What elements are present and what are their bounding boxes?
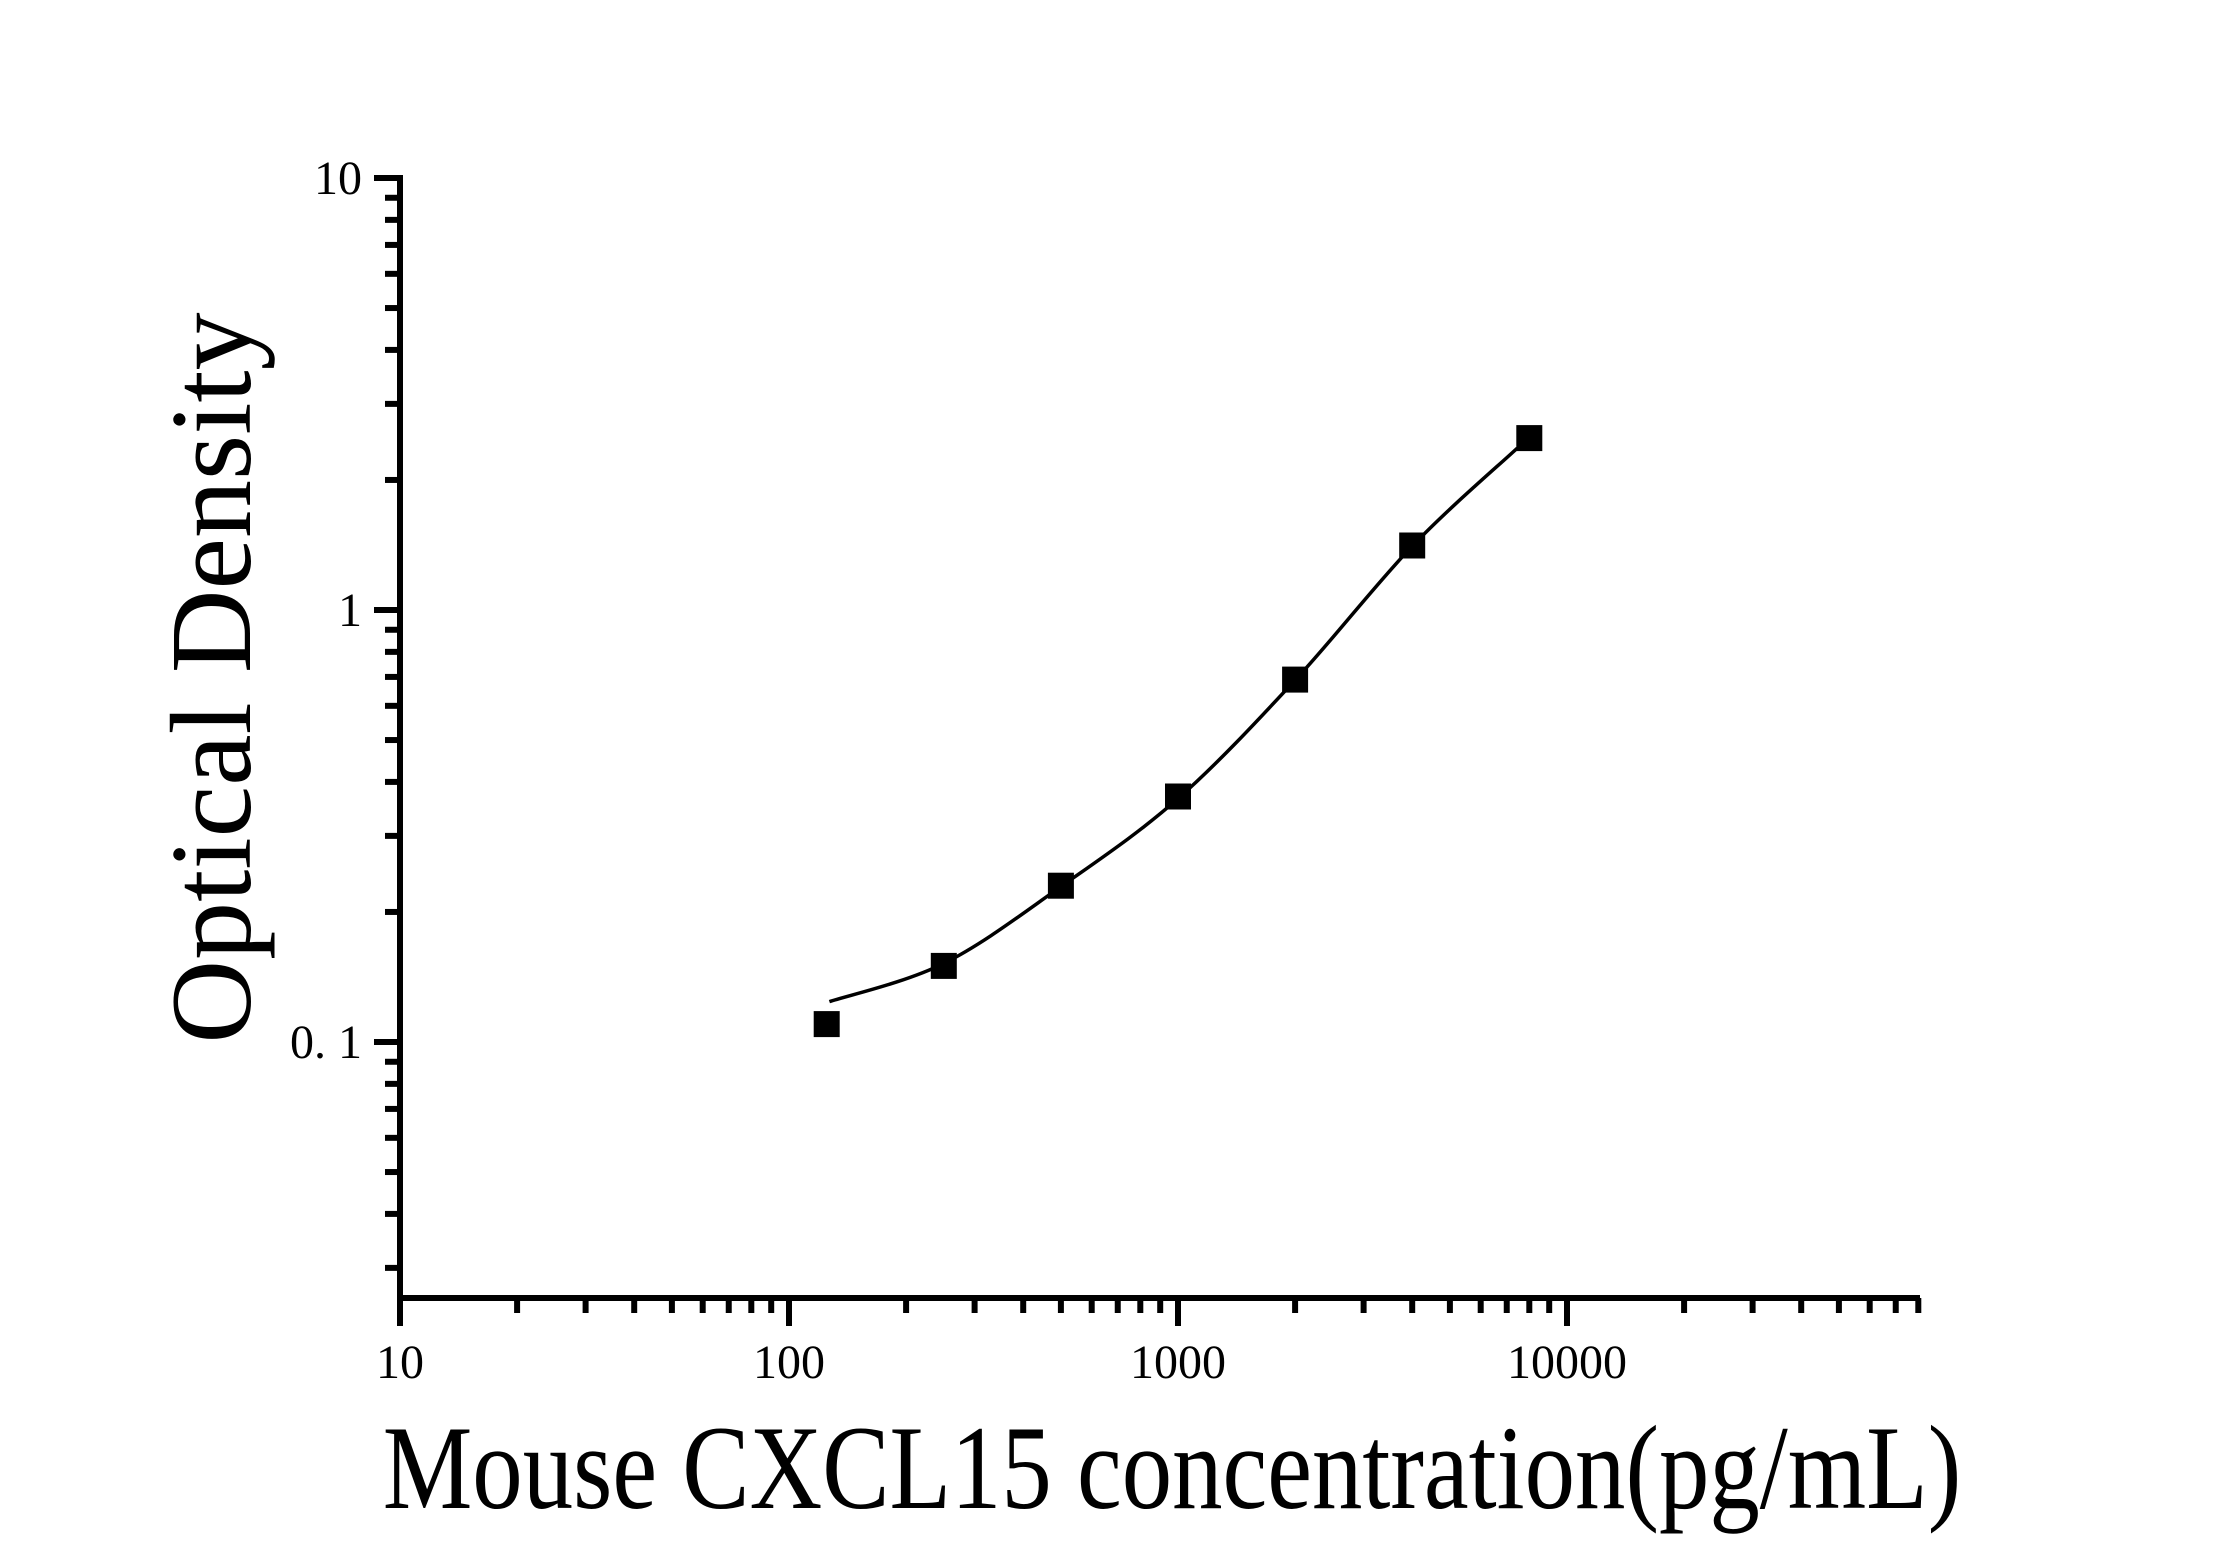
data-point-marker xyxy=(1399,532,1426,559)
data-point-marker xyxy=(1047,872,1074,899)
y-axis-title: Optical Density xyxy=(148,312,276,1043)
x-tick-label-10000: 10000 xyxy=(1507,1336,1627,1389)
axes xyxy=(374,175,1922,1326)
y-tick-label-1: 1 xyxy=(338,584,362,637)
x-tick-label-100: 100 xyxy=(753,1336,825,1389)
fit-curve-line xyxy=(828,446,1519,1004)
data-point-marker xyxy=(1282,666,1309,693)
data-point-marker xyxy=(1516,425,1543,452)
x-tick-label-10: 10 xyxy=(376,1336,424,1389)
data-point-marker xyxy=(1165,783,1191,810)
data-point-marker xyxy=(930,952,957,979)
x-tick-label-1000: 1000 xyxy=(1130,1336,1226,1389)
x-axis-title: Mouse CXCL15 concentration(pg/mL) xyxy=(383,1401,1962,1534)
data-point-marker xyxy=(813,1011,840,1038)
y-tick-label-10: 10 xyxy=(314,152,362,205)
fit-curve-path xyxy=(828,446,1519,1004)
y-tick-label-0-1: 0. 1 xyxy=(290,1016,362,1069)
data-point-markers xyxy=(813,425,1543,1038)
